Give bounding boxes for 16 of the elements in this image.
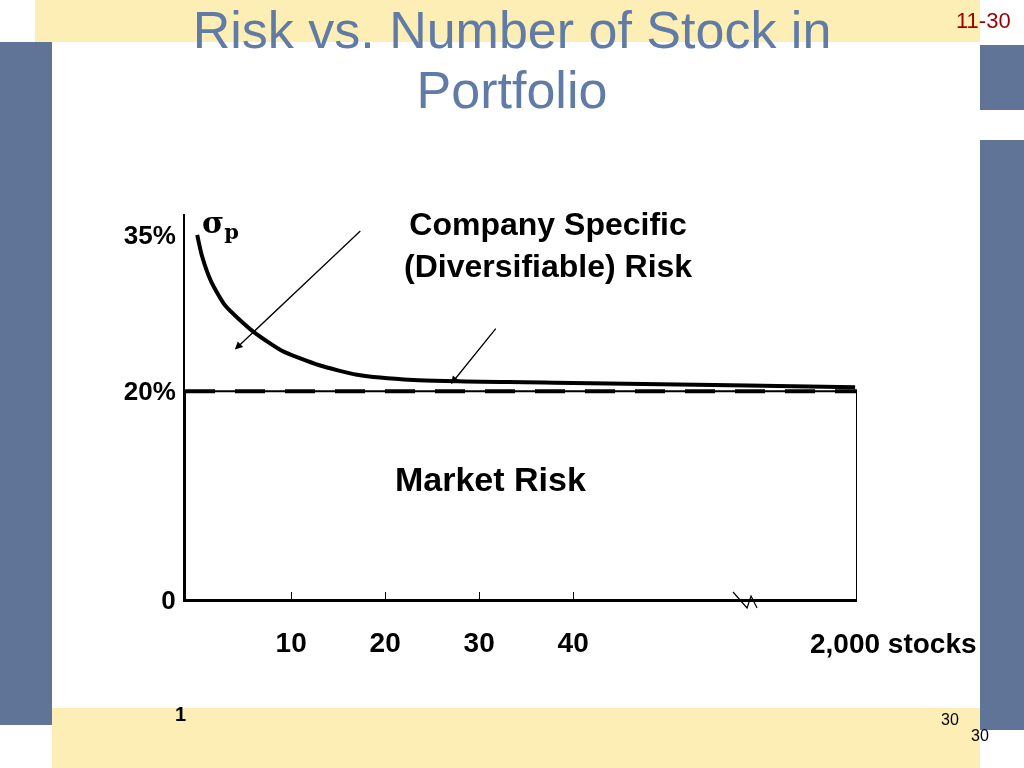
text: 30 bbox=[971, 727, 989, 744]
y-tick-label: 20% bbox=[123, 376, 176, 407]
text: 11-30 bbox=[956, 8, 1011, 33]
text: 30 bbox=[941, 711, 959, 728]
annotation: Company Specific (Diversifiable) Risk bbox=[404, 206, 693, 284]
chart-title: Risk vs. Number of Stock in Portfolio bbox=[191, 0, 833, 120]
y-tick-label: 0 bbox=[161, 585, 176, 616]
y-tick-label: 35% bbox=[123, 219, 176, 250]
x-tick-label: 10 bbox=[275, 626, 307, 658]
y-axis-title: σ$_{p}$ bbox=[202, 205, 239, 245]
text: 1 bbox=[175, 703, 187, 725]
x-tick-label: 20 bbox=[369, 626, 401, 658]
text: 2,000 stocks bbox=[810, 628, 977, 659]
x-tick-label: 40 bbox=[557, 626, 589, 658]
band-label: Market Risk bbox=[395, 460, 586, 498]
x-tick-label: 30 bbox=[463, 626, 495, 658]
